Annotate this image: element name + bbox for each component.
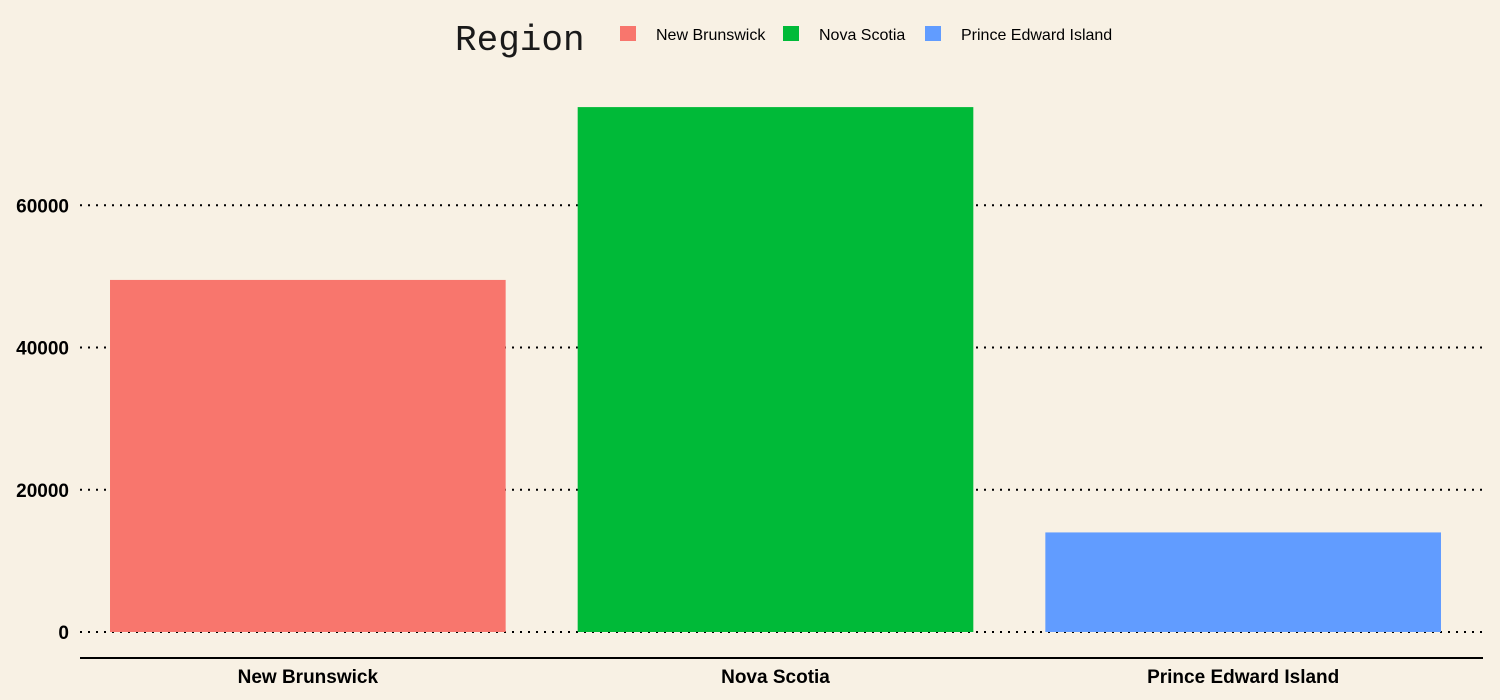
bar <box>577 107 974 632</box>
y-tick-label: 0 <box>58 623 69 644</box>
legend-label: Nova Scotia <box>819 27 905 44</box>
legend-key <box>620 26 636 41</box>
y-axis-ticks: 0 20000 40000 60000 <box>16 196 69 644</box>
y-tick-label: 60000 <box>16 196 69 217</box>
bar <box>1045 532 1441 632</box>
y-tick-label: 40000 <box>16 339 69 360</box>
legend-key <box>925 26 941 41</box>
x-tick-label: Nova Scotia <box>721 667 830 688</box>
y-tick-label: 20000 <box>16 481 69 502</box>
x-tick-label: New Brunswick <box>238 667 379 688</box>
legend-label: New Brunswick <box>656 27 766 44</box>
bars <box>110 107 1441 632</box>
bar <box>110 279 506 632</box>
legend-items: New Brunswick Nova Scotia Prince Edward Is… <box>620 26 1112 44</box>
legend-title: Region <box>455 20 585 61</box>
x-tick-label: Prince Edward Island <box>1147 667 1339 688</box>
legend-item: Prince Edward Island <box>925 26 1112 44</box>
legend-key <box>783 26 799 41</box>
legend: Region New Brunswick Nova Scotia Prince Ed… <box>455 20 1112 61</box>
legend-label: Prince Edward Island <box>961 27 1112 44</box>
legend-item: New Brunswick <box>620 26 766 44</box>
x-axis-ticks: New Brunswick Nova Scotia Prince Edward Is… <box>238 667 1340 688</box>
legend-item: Nova Scotia <box>783 26 905 44</box>
